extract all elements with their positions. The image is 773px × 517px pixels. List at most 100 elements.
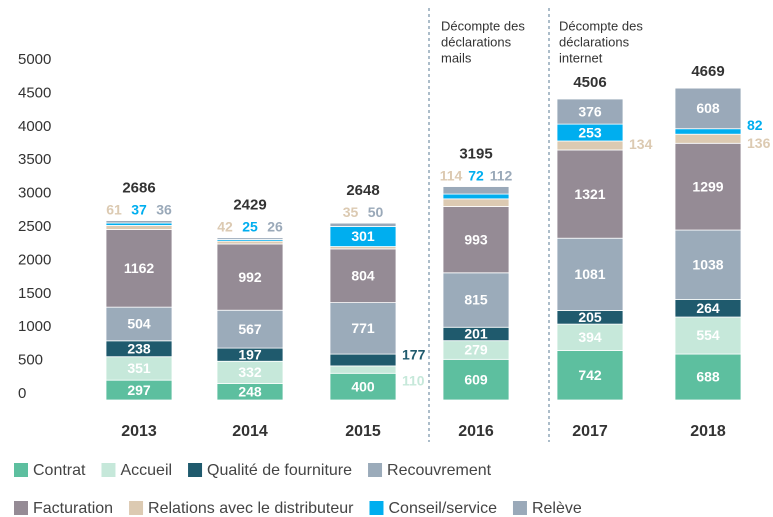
annotation: internet xyxy=(559,50,603,65)
value-label: 332 xyxy=(238,364,262,380)
value-label: 394 xyxy=(578,329,602,345)
annotation: mails xyxy=(441,50,472,65)
bar-segment xyxy=(329,302,397,355)
bar-segment xyxy=(556,350,624,401)
value-label: 134 xyxy=(629,136,653,152)
value-label: 238 xyxy=(127,340,151,356)
legend-swatch xyxy=(101,463,116,477)
value-label: 554 xyxy=(696,327,720,343)
bar-segment xyxy=(442,358,510,401)
value-label: 400 xyxy=(351,378,375,394)
value-label: 26 xyxy=(267,218,283,234)
value-label: 771 xyxy=(351,320,375,336)
legend-label: Contrat xyxy=(33,462,86,479)
value-label: 37 xyxy=(131,201,147,217)
value-label: 177 xyxy=(402,347,426,363)
bar-segment xyxy=(442,198,510,207)
value-label: 201 xyxy=(464,326,488,342)
value-label: 35 xyxy=(343,204,359,220)
value-label: 42 xyxy=(217,218,233,234)
total-label: 2686 xyxy=(122,180,155,197)
value-label: 110 xyxy=(402,373,425,389)
bar-segment xyxy=(329,365,397,374)
annotation: déclarations xyxy=(441,34,512,49)
total-label: 4506 xyxy=(573,74,606,91)
value-label: 197 xyxy=(238,346,262,362)
annotation: Décompte des xyxy=(559,18,643,33)
legend-swatch xyxy=(14,501,28,515)
bar-segment xyxy=(674,229,742,300)
total-label: 2429 xyxy=(233,197,266,214)
x-tick-label: 2014 xyxy=(232,423,268,440)
value-label: 36 xyxy=(156,201,172,217)
value-label: 264 xyxy=(696,300,720,316)
value-label: 248 xyxy=(238,383,262,399)
x-tick-label: 2017 xyxy=(572,423,608,440)
value-label: 1321 xyxy=(574,186,605,202)
bar-segment xyxy=(329,353,397,367)
value-label: 1081 xyxy=(574,266,605,282)
value-label: 297 xyxy=(127,382,151,398)
legend-label: Accueil xyxy=(120,462,172,479)
x-tick-label: 2016 xyxy=(458,423,494,440)
value-label: 50 xyxy=(368,204,384,220)
y-tick-label: 2500 xyxy=(18,218,51,235)
bar-segment xyxy=(556,237,624,311)
value-label: 504 xyxy=(127,316,151,332)
legend-swatch xyxy=(369,501,384,515)
value-label: 815 xyxy=(464,292,488,308)
value-label: 993 xyxy=(464,231,488,247)
legend-swatch xyxy=(512,501,527,515)
bar-segment xyxy=(556,98,624,125)
y-tick-label: 1500 xyxy=(18,285,51,302)
value-label: 609 xyxy=(464,371,488,387)
annotation: Décompte des xyxy=(441,18,525,33)
bar-segment xyxy=(105,225,173,230)
value-label: 61 xyxy=(106,201,122,217)
bar-segment xyxy=(556,140,624,151)
bar-segment xyxy=(674,316,742,355)
value-label: 136 xyxy=(747,135,771,151)
legend-swatch xyxy=(188,463,203,477)
bar-segment xyxy=(216,240,284,245)
value-label: 376 xyxy=(578,103,602,119)
bar-segment xyxy=(329,222,397,227)
total-label: 2648 xyxy=(346,182,379,199)
bar-segment xyxy=(216,243,284,311)
bar-segment xyxy=(674,142,742,231)
bar-segment xyxy=(674,133,742,144)
total-label: 4669 xyxy=(691,63,724,80)
y-tick-label: 5000 xyxy=(18,51,51,68)
y-tick-label: 0 xyxy=(18,385,26,402)
bar-segment xyxy=(329,248,397,304)
value-label: 205 xyxy=(578,309,602,325)
legend-label: Relations avec le distributeur xyxy=(148,500,354,517)
y-tick-label: 500 xyxy=(18,352,43,369)
y-tick-label: 4000 xyxy=(18,118,51,135)
value-label: 567 xyxy=(238,321,262,337)
bar-segment xyxy=(105,229,173,308)
annotation: déclarations xyxy=(559,34,630,49)
y-tick-label: 1000 xyxy=(18,318,51,335)
legend-swatch xyxy=(129,501,144,515)
value-label: 279 xyxy=(464,342,488,358)
value-label: 1162 xyxy=(124,260,155,276)
bar-segment xyxy=(442,193,510,200)
bar-segment xyxy=(216,309,284,349)
value-label: 72 xyxy=(468,167,484,183)
value-label: 351 xyxy=(127,360,151,376)
legend-swatch xyxy=(14,463,28,477)
legend-swatch xyxy=(368,463,383,477)
legend-label: Relève xyxy=(532,500,582,517)
value-label: 253 xyxy=(578,124,602,140)
bar-segment xyxy=(442,186,510,195)
y-tick-label: 3000 xyxy=(18,185,51,202)
legend-label: Recouvrement xyxy=(387,462,492,479)
bar-segment xyxy=(216,237,284,240)
value-label: 608 xyxy=(696,100,720,116)
value-label: 804 xyxy=(351,267,375,283)
legend-label: Qualité de fourniture xyxy=(207,462,352,479)
value-label: 82 xyxy=(747,117,763,133)
x-tick-label: 2013 xyxy=(121,423,157,440)
